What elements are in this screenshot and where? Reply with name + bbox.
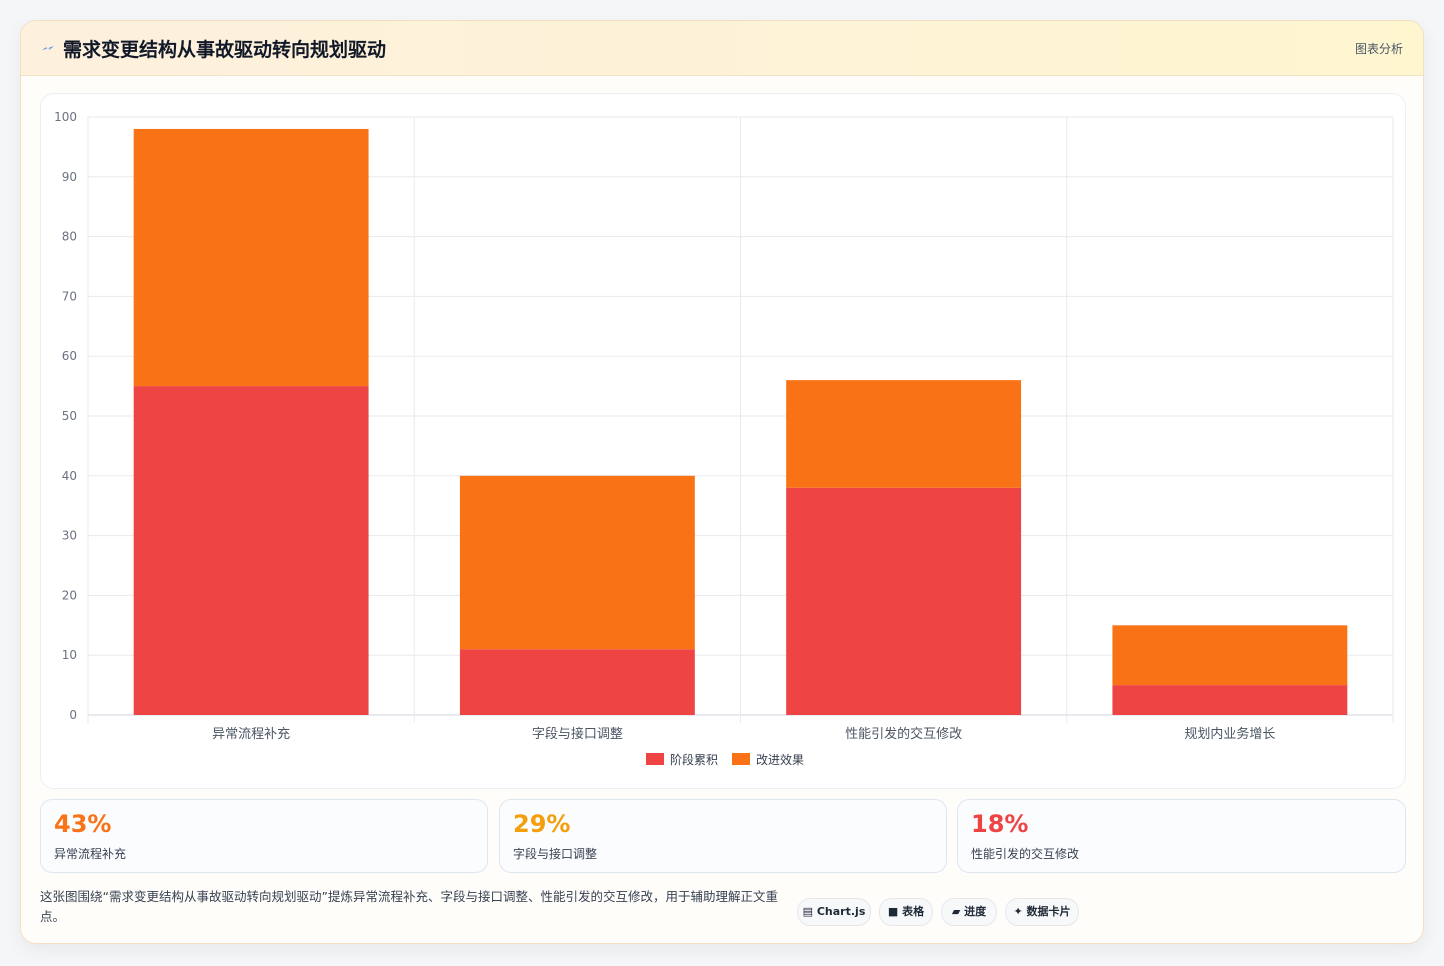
- legend-label: 阶段累积: [670, 752, 718, 767]
- stacked-bar-chart: 0 10 20 30 40 50 60 70 80 90 100 异常流程补充 字段与接口调整 性能引发的…: [54, 110, 1394, 767]
- legend-swatch: [646, 753, 664, 765]
- y-tick-label: 20: [62, 588, 77, 602]
- chart-container: 0 10 20 30 40 50 60 70 80 90 100 异常流程补充 字段与接口调整 性能引发的…: [40, 93, 1406, 789]
- stat-card: 18% 性能引发的交互修改: [957, 799, 1406, 873]
- stat-value: 29%: [513, 810, 571, 838]
- y-tick-label: 100: [54, 110, 77, 124]
- y-tick-label: 60: [62, 349, 77, 363]
- chip-label: 表格: [902, 905, 925, 918]
- chip-chartjs[interactable]: ▤ Chart.js: [797, 898, 871, 926]
- x-tick-label: 字段与接口调整: [532, 726, 623, 742]
- y-tick-label: 80: [62, 230, 77, 244]
- y-tick-label: 90: [62, 170, 77, 184]
- page-title: 需求变更结构从事故驱动转向规划驱动: [63, 39, 387, 61]
- progress-icon: ▰: [951, 905, 961, 918]
- chip-table[interactable]: ■ 表格: [879, 898, 933, 926]
- sparkle-icon: ✦: [1013, 905, 1023, 918]
- stat-value: 43%: [54, 810, 112, 838]
- chip-data-cards[interactable]: ✦ 数据卡片: [1005, 898, 1079, 926]
- bar-segment: [786, 380, 1022, 488]
- chip-label: 数据卡片: [1026, 905, 1071, 918]
- chip-label: 进度: [964, 905, 987, 918]
- chart-card: 需求变更结构从事故驱动转向规划驱动 图表分析 0 10 20 30 40 50 60 70 80…: [20, 20, 1424, 944]
- legend-label: 改进效果: [756, 752, 804, 767]
- bar-segment: [133, 128, 369, 387]
- legend-swatch: [732, 753, 750, 765]
- bar-segment: [459, 649, 695, 715]
- stat-label: 性能引发的交互修改: [971, 847, 1080, 861]
- stat-value: 18%: [971, 810, 1029, 838]
- y-tick-label: 50: [62, 409, 77, 423]
- y-tick-label: 0: [69, 708, 77, 722]
- y-tick-label: 40: [62, 469, 77, 483]
- bar-segment: [1112, 685, 1348, 715]
- card-header: 需求变更结构从事故驱动转向规划驱动 图表分析: [21, 21, 1423, 76]
- chip-progress[interactable]: ▰ 进度: [941, 898, 997, 926]
- stat-card: 43% 异常流程补充: [40, 799, 488, 873]
- bar-segment: [459, 475, 695, 650]
- y-tick-label: 70: [62, 289, 77, 303]
- bar-segment: [786, 487, 1022, 715]
- table-icon: ■: [887, 905, 899, 918]
- lightning-icon: [42, 46, 54, 50]
- x-tick-label: 性能引发的交互修改: [845, 726, 962, 742]
- y-tick-label: 30: [62, 529, 77, 543]
- stat-card: 29% 字段与接口调整: [499, 799, 947, 873]
- x-tick-label: 规划内业务增长: [1184, 726, 1275, 742]
- bar-segment: [133, 386, 369, 715]
- chip-label: Chart.js: [816, 905, 866, 918]
- chart-description: 这张图围绕“需求变更结构从事故驱动转向规划驱动”提炼异常流程补充、字段与接口调整…: [40, 889, 778, 924]
- chart-icon: ▤: [802, 905, 814, 918]
- x-tick-label: 异常流程补充: [212, 726, 290, 742]
- stat-label: 字段与接口调整: [513, 847, 598, 861]
- bar-segment: [1112, 625, 1348, 686]
- stat-label: 异常流程补充: [54, 847, 127, 861]
- chart-analysis-tag: 图表分析: [1354, 42, 1403, 56]
- y-tick-label: 10: [62, 648, 77, 662]
